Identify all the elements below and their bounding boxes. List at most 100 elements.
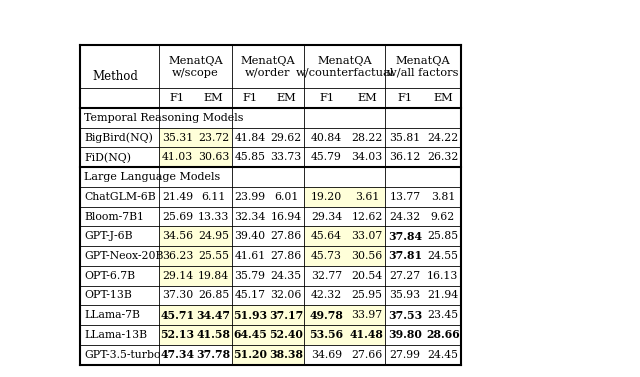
Text: 41.84: 41.84 (234, 133, 266, 143)
Text: 42.32: 42.32 (311, 290, 342, 300)
Text: 19.84: 19.84 (198, 271, 229, 281)
Text: 36.23: 36.23 (162, 251, 193, 261)
Text: ChatGLM-6B: ChatGLM-6B (84, 192, 156, 202)
Text: MenatQA
w/all factors: MenatQA w/all factors (387, 56, 459, 78)
Text: Large Language Models: Large Language Models (84, 172, 220, 182)
Bar (304, 246, 385, 266)
Text: LLama-7B: LLama-7B (84, 310, 140, 320)
Text: F1: F1 (319, 93, 334, 103)
Text: 39.80: 39.80 (388, 329, 422, 340)
Text: 26.32: 26.32 (427, 152, 458, 162)
Text: 38.38: 38.38 (269, 349, 303, 360)
Text: 23.72: 23.72 (198, 133, 229, 143)
Text: 53.56: 53.56 (310, 329, 344, 340)
Text: F1: F1 (170, 93, 185, 103)
Text: 37.53: 37.53 (388, 310, 422, 321)
Text: EM: EM (357, 93, 377, 103)
Text: 45.85: 45.85 (234, 152, 266, 162)
Text: 30.56: 30.56 (351, 251, 383, 261)
Text: 27.66: 27.66 (351, 350, 383, 360)
Text: OPT-13B: OPT-13B (84, 290, 132, 300)
Text: 45.73: 45.73 (311, 251, 342, 261)
Text: 34.03: 34.03 (351, 152, 383, 162)
Text: EM: EM (276, 93, 296, 103)
Text: FiD(NQ): FiD(NQ) (84, 152, 131, 162)
Text: 64.45: 64.45 (233, 329, 267, 340)
Text: 39.40: 39.40 (234, 231, 266, 241)
Text: MenatQA
w/scope: MenatQA w/scope (168, 56, 223, 78)
Text: 37.78: 37.78 (196, 349, 231, 360)
Bar (159, 305, 232, 325)
Text: 28.22: 28.22 (351, 133, 383, 143)
Bar (159, 325, 232, 345)
Text: 49.78: 49.78 (310, 310, 344, 321)
Text: BigBird(NQ): BigBird(NQ) (84, 132, 153, 143)
Text: 3.61: 3.61 (355, 192, 379, 202)
Text: 6.11: 6.11 (202, 192, 226, 202)
Bar (304, 305, 385, 325)
Text: 16.13: 16.13 (427, 271, 458, 281)
Text: 19.20: 19.20 (311, 192, 342, 202)
Text: 37.81: 37.81 (388, 250, 422, 262)
Text: 25.55: 25.55 (198, 251, 229, 261)
Text: 27.27: 27.27 (389, 271, 420, 281)
Text: OPT-6.7B: OPT-6.7B (84, 271, 135, 281)
Text: 34.69: 34.69 (311, 350, 342, 360)
Text: 35.79: 35.79 (234, 271, 266, 281)
Text: 37.30: 37.30 (162, 290, 193, 300)
Bar (159, 246, 232, 266)
Text: 27.86: 27.86 (271, 231, 301, 241)
Text: 45.17: 45.17 (234, 290, 266, 300)
Bar (159, 266, 232, 286)
Text: EM: EM (433, 93, 452, 103)
Text: 23.45: 23.45 (428, 310, 458, 320)
Bar (304, 325, 385, 345)
Text: 41.58: 41.58 (196, 329, 230, 340)
Bar (232, 305, 304, 325)
Text: 41.48: 41.48 (350, 329, 384, 340)
Text: 35.31: 35.31 (162, 133, 193, 143)
Text: 33.73: 33.73 (271, 152, 301, 162)
Text: 25.95: 25.95 (351, 290, 383, 300)
Text: GPT-J-6B: GPT-J-6B (84, 231, 132, 241)
Text: GPT-Neox-20B: GPT-Neox-20B (84, 251, 163, 261)
Text: 32.06: 32.06 (271, 290, 302, 300)
Text: 32.77: 32.77 (311, 271, 342, 281)
Text: 41.03: 41.03 (162, 152, 193, 162)
Text: 24.22: 24.22 (427, 133, 458, 143)
Text: 30.63: 30.63 (198, 152, 229, 162)
Text: 24.32: 24.32 (389, 211, 420, 222)
Text: Temporal Reasoning Models: Temporal Reasoning Models (84, 113, 243, 123)
Text: 35.93: 35.93 (389, 290, 420, 300)
Text: 21.94: 21.94 (428, 290, 458, 300)
Text: 34.47: 34.47 (196, 310, 230, 321)
Text: 24.35: 24.35 (271, 271, 301, 281)
Text: Bloom-7B1: Bloom-7B1 (84, 211, 144, 222)
Text: 27.86: 27.86 (271, 251, 301, 261)
Text: 25.69: 25.69 (162, 211, 193, 222)
Text: 6.01: 6.01 (274, 192, 298, 202)
Text: 24.55: 24.55 (428, 251, 458, 261)
Text: 16.94: 16.94 (271, 211, 301, 222)
Text: 34.56: 34.56 (162, 231, 193, 241)
Text: 45.71: 45.71 (161, 310, 195, 321)
Text: 13.77: 13.77 (389, 192, 420, 202)
Text: 33.07: 33.07 (351, 231, 383, 241)
Text: 13.33: 13.33 (198, 211, 229, 222)
Text: 41.61: 41.61 (234, 251, 266, 261)
Bar (232, 325, 304, 345)
Text: LLama-13B: LLama-13B (84, 330, 147, 340)
Text: 33.97: 33.97 (351, 310, 383, 320)
Text: 47.34: 47.34 (161, 349, 195, 360)
Text: EM: EM (204, 93, 223, 103)
Text: 23.99: 23.99 (234, 192, 266, 202)
Text: 12.62: 12.62 (351, 211, 383, 222)
Text: 24.45: 24.45 (428, 350, 458, 360)
Text: 52.40: 52.40 (269, 329, 303, 340)
Text: 40.84: 40.84 (311, 133, 342, 143)
Bar (304, 226, 385, 246)
Bar (159, 226, 232, 246)
Text: MenatQA
w/order: MenatQA w/order (241, 56, 295, 78)
Text: 28.66: 28.66 (426, 329, 460, 340)
Text: 20.54: 20.54 (351, 271, 383, 281)
